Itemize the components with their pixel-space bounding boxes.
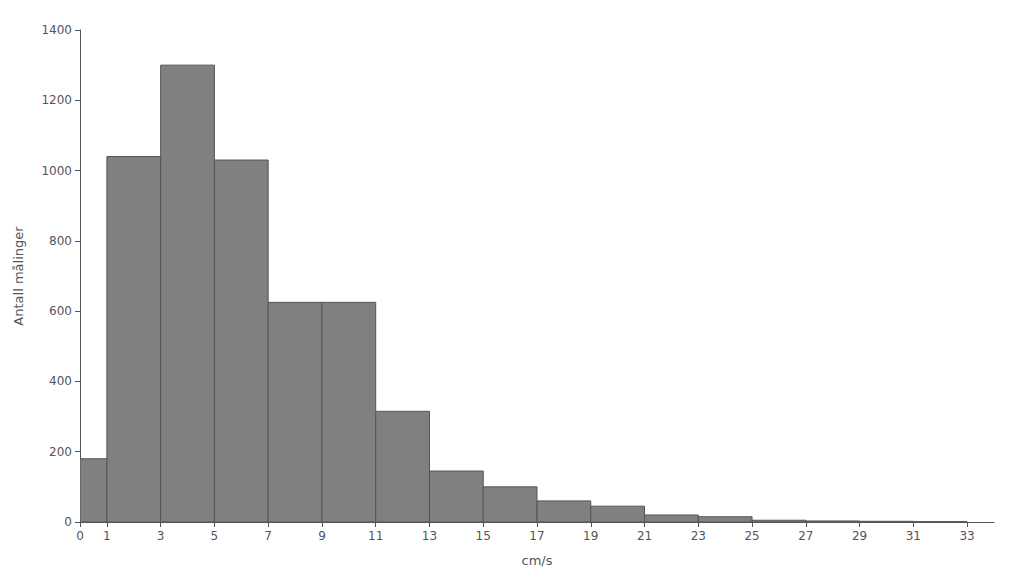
- svg-text:Antall målinger: Antall målinger: [11, 226, 26, 326]
- svg-text:33: 33: [959, 529, 974, 543]
- svg-text:3: 3: [157, 529, 165, 543]
- svg-text:7: 7: [264, 529, 272, 543]
- svg-text:9: 9: [318, 529, 326, 543]
- svg-text:17: 17: [529, 529, 544, 543]
- svg-text:600: 600: [49, 304, 72, 318]
- svg-text:13: 13: [422, 529, 437, 543]
- svg-text:11: 11: [368, 529, 383, 543]
- svg-text:19: 19: [583, 529, 598, 543]
- svg-text:200: 200: [49, 445, 72, 459]
- svg-text:25: 25: [744, 529, 759, 543]
- svg-text:0: 0: [76, 529, 84, 543]
- svg-text:1400: 1400: [41, 23, 72, 37]
- svg-text:23: 23: [691, 529, 706, 543]
- svg-text:29: 29: [852, 529, 867, 543]
- svg-text:1000: 1000: [41, 164, 72, 178]
- svg-text:1200: 1200: [41, 93, 72, 107]
- svg-text:cm/s: cm/s: [522, 553, 553, 568]
- svg-text:0: 0: [64, 515, 72, 529]
- svg-text:1: 1: [103, 529, 111, 543]
- svg-text:400: 400: [49, 374, 72, 388]
- svg-text:27: 27: [798, 529, 813, 543]
- svg-text:5: 5: [211, 529, 219, 543]
- svg-text:15: 15: [476, 529, 491, 543]
- svg-text:800: 800: [49, 234, 72, 248]
- svg-text:31: 31: [906, 529, 921, 543]
- svg-text:21: 21: [637, 529, 652, 543]
